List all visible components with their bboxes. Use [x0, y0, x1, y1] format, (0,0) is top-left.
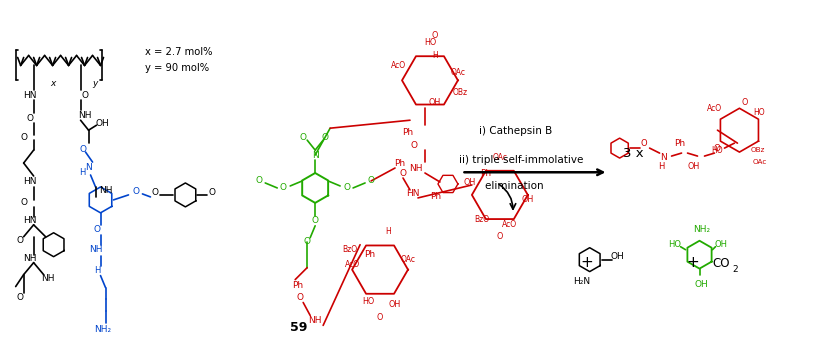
- Text: OH: OH: [715, 240, 728, 249]
- Text: OH: OH: [464, 179, 476, 188]
- Text: HN: HN: [406, 189, 420, 198]
- Text: BzO: BzO: [342, 245, 358, 254]
- Text: NH: NH: [99, 187, 112, 196]
- Text: NH: NH: [23, 254, 37, 263]
- Text: ii) triple self-immolative: ii) triple self-immolative: [459, 155, 583, 165]
- Text: HO: HO: [424, 38, 436, 47]
- Text: O: O: [377, 313, 383, 322]
- Text: N: N: [660, 152, 667, 161]
- Text: 2: 2: [732, 265, 738, 274]
- Text: HN: HN: [23, 91, 37, 100]
- Text: OAc: OAc: [493, 152, 507, 161]
- Text: AcO: AcO: [502, 220, 517, 229]
- Text: Ph: Ph: [364, 250, 376, 259]
- Text: +: +: [686, 255, 699, 270]
- Text: H: H: [385, 227, 391, 236]
- Text: i) Cathepsin B: i) Cathepsin B: [480, 126, 553, 136]
- Text: NH: NH: [409, 164, 422, 173]
- Text: +: +: [580, 255, 592, 270]
- Text: BzO: BzO: [475, 215, 489, 224]
- Text: Ph: Ph: [403, 128, 413, 137]
- Text: OAc: OAc: [752, 159, 766, 165]
- Text: NH₂: NH₂: [693, 225, 710, 234]
- Text: O: O: [400, 168, 407, 177]
- Text: Ph: Ph: [431, 192, 441, 201]
- Text: H: H: [432, 51, 438, 60]
- Text: x = 2.7 mol%: x = 2.7 mol%: [145, 47, 213, 57]
- Text: OH: OH: [687, 161, 699, 171]
- Text: AcO: AcO: [391, 61, 405, 70]
- Text: OAc: OAc: [450, 68, 466, 77]
- Text: HN: HN: [23, 216, 37, 225]
- Text: Ph: Ph: [674, 139, 685, 148]
- Text: Ph: Ph: [292, 281, 303, 290]
- Text: OAc: OAc: [400, 255, 416, 264]
- Text: O: O: [410, 141, 417, 150]
- Text: O: O: [79, 145, 86, 153]
- Text: O: O: [16, 236, 23, 245]
- Text: NH₂: NH₂: [94, 325, 111, 334]
- Text: O: O: [431, 31, 438, 40]
- Text: O: O: [311, 216, 319, 225]
- Text: y: y: [92, 79, 97, 88]
- Text: 3 x: 3 x: [623, 147, 644, 160]
- Text: O: O: [300, 133, 306, 142]
- Text: OBz: OBz: [453, 88, 467, 97]
- Text: O: O: [26, 114, 33, 123]
- Text: Ph: Ph: [395, 159, 405, 167]
- Text: O: O: [304, 237, 310, 246]
- Text: H: H: [79, 167, 86, 176]
- Text: O: O: [152, 188, 159, 197]
- Text: O: O: [714, 144, 721, 153]
- Text: OH: OH: [389, 300, 401, 309]
- Text: AcO: AcO: [345, 260, 359, 269]
- Text: HO: HO: [362, 297, 374, 306]
- Text: O: O: [344, 183, 350, 192]
- Text: NH: NH: [308, 316, 322, 325]
- Text: O: O: [741, 98, 748, 107]
- Text: O: O: [497, 232, 503, 241]
- Text: OH: OH: [694, 280, 708, 289]
- Text: O: O: [81, 91, 88, 100]
- Text: y = 90 mol%: y = 90 mol%: [145, 63, 210, 73]
- Text: AcO: AcO: [707, 104, 722, 113]
- Text: O: O: [279, 183, 287, 192]
- Text: OH: OH: [522, 195, 534, 204]
- Text: elimination: elimination: [472, 181, 544, 191]
- Text: NH: NH: [89, 245, 102, 254]
- Text: O: O: [368, 176, 374, 185]
- Text: O: O: [209, 188, 216, 197]
- Text: HO: HO: [712, 145, 723, 155]
- Text: HO: HO: [668, 240, 681, 249]
- Text: O: O: [322, 133, 328, 142]
- Text: O: O: [133, 188, 140, 196]
- Text: H: H: [94, 266, 100, 275]
- Text: HO: HO: [753, 108, 766, 117]
- Text: CO: CO: [712, 257, 730, 270]
- Text: N: N: [85, 163, 92, 172]
- Text: O: O: [20, 198, 27, 207]
- Text: O: O: [20, 133, 27, 142]
- Text: O: O: [256, 176, 263, 185]
- Text: NH: NH: [41, 274, 55, 283]
- Text: Ph: Ph: [480, 168, 492, 177]
- Text: HN: HN: [23, 177, 37, 187]
- Text: OH: OH: [96, 119, 109, 128]
- Text: x: x: [50, 79, 56, 88]
- Text: O: O: [16, 293, 23, 302]
- Text: OH: OH: [611, 252, 624, 261]
- Text: O: O: [297, 293, 304, 302]
- Text: OBz: OBz: [750, 147, 765, 153]
- Text: NH: NH: [78, 111, 92, 120]
- Text: OH: OH: [429, 98, 441, 107]
- Text: N: N: [312, 151, 319, 160]
- Text: H₂N: H₂N: [574, 277, 590, 286]
- Text: O: O: [93, 225, 100, 234]
- Text: 59: 59: [290, 321, 307, 334]
- Text: O: O: [641, 139, 647, 148]
- Text: H: H: [659, 161, 665, 171]
